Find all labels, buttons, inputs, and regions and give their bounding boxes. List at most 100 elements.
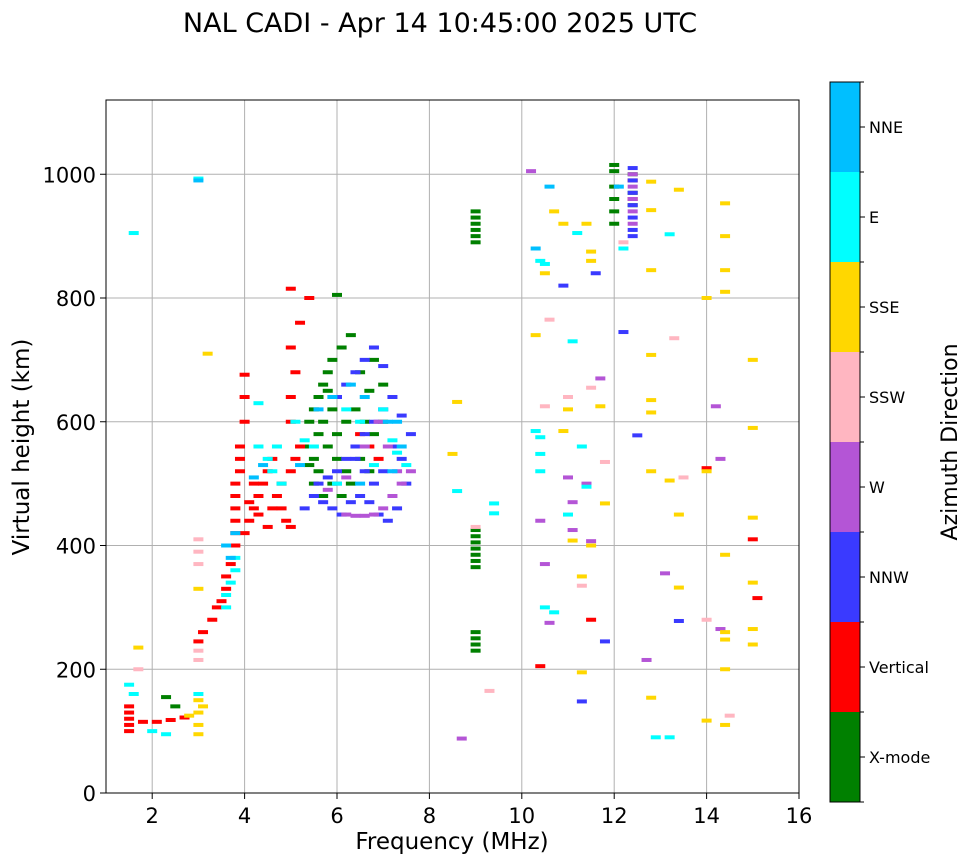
data-point	[258, 463, 269, 468]
data-point	[720, 234, 731, 239]
data-point	[535, 435, 546, 440]
data-point	[747, 580, 758, 585]
data-point	[470, 528, 481, 533]
data-point	[701, 718, 712, 723]
data-point	[470, 215, 481, 220]
data-point	[539, 404, 550, 409]
colorbar-label: W	[869, 478, 885, 497]
data-point	[299, 506, 310, 511]
data-point	[341, 419, 352, 424]
data-point	[193, 562, 204, 567]
data-point	[239, 531, 250, 536]
data-point	[161, 732, 172, 737]
data-point	[124, 710, 135, 715]
data-point	[295, 320, 306, 325]
data-point	[720, 667, 731, 672]
data-point	[609, 162, 620, 167]
data-point	[627, 234, 638, 239]
data-point	[646, 410, 657, 415]
data-point	[345, 500, 356, 505]
data-point	[609, 169, 620, 174]
data-point	[193, 549, 204, 554]
data-point	[295, 463, 306, 468]
data-point	[701, 466, 712, 471]
data-point	[271, 494, 282, 498]
data-point	[470, 642, 481, 647]
data-point	[368, 357, 379, 362]
colorbar-label: Vertical	[869, 658, 929, 677]
data-point	[248, 481, 259, 486]
data-point	[544, 620, 555, 625]
data-point	[378, 364, 389, 369]
data-point	[701, 617, 712, 622]
data-point	[322, 370, 333, 375]
data-point	[586, 617, 597, 622]
data-point	[336, 494, 347, 498]
data-point	[193, 692, 204, 696]
data-point	[392, 506, 403, 511]
colorbar-frame	[829, 81, 861, 803]
data-point	[359, 432, 370, 437]
data-point	[673, 585, 684, 590]
data-point	[470, 558, 481, 563]
data-point	[627, 221, 638, 226]
data-point	[586, 249, 597, 254]
data-point	[627, 197, 638, 201]
data-point	[267, 506, 278, 511]
data-point	[678, 475, 689, 480]
data-point	[248, 506, 259, 511]
data-point	[341, 407, 352, 412]
data-point	[253, 512, 264, 517]
data-point	[646, 208, 657, 213]
data-point	[590, 271, 601, 276]
data-point	[364, 388, 375, 393]
data-point	[230, 506, 241, 511]
data-point	[373, 419, 384, 424]
data-point	[452, 399, 463, 404]
data-point	[341, 469, 352, 474]
data-point	[359, 444, 370, 449]
data-point	[627, 203, 638, 208]
data-point	[720, 201, 731, 206]
data-point	[530, 429, 541, 434]
data-point	[752, 596, 763, 601]
data-point	[558, 221, 569, 226]
data-point	[193, 722, 204, 727]
data-point	[576, 670, 587, 675]
data-point	[405, 432, 416, 437]
colorbar-label: NNW	[869, 568, 909, 587]
data-point	[133, 667, 144, 672]
data-point	[567, 500, 578, 505]
data-point	[747, 515, 758, 520]
data-point	[646, 695, 657, 700]
data-point	[618, 246, 629, 251]
data-point	[299, 438, 310, 443]
series-x-mode	[161, 162, 638, 709]
data-point	[332, 456, 342, 461]
data-point	[747, 642, 758, 647]
data-point	[350, 513, 361, 518]
data-point	[124, 682, 135, 687]
data-point	[322, 475, 333, 480]
data-point	[341, 512, 352, 517]
data-point	[664, 478, 675, 483]
data-point	[572, 231, 583, 236]
data-point	[202, 351, 213, 356]
data-point	[124, 716, 135, 721]
data-point	[470, 524, 481, 529]
data-point	[211, 605, 222, 610]
data-point	[747, 357, 758, 362]
data-point	[193, 537, 204, 542]
data-point	[147, 729, 158, 734]
colorbar-segment	[830, 262, 860, 352]
data-point	[489, 501, 500, 506]
data-point	[563, 475, 573, 480]
data-point	[581, 484, 592, 489]
data-point	[715, 627, 726, 632]
data-point	[470, 227, 481, 232]
y-axis-ticks: 0 200 400 600 800 1000	[43, 163, 106, 806]
x-axis-ticks: 2 4 6 8 10 12 14 16	[146, 793, 812, 828]
data-point	[244, 500, 255, 505]
colorbar-segment	[830, 712, 860, 802]
